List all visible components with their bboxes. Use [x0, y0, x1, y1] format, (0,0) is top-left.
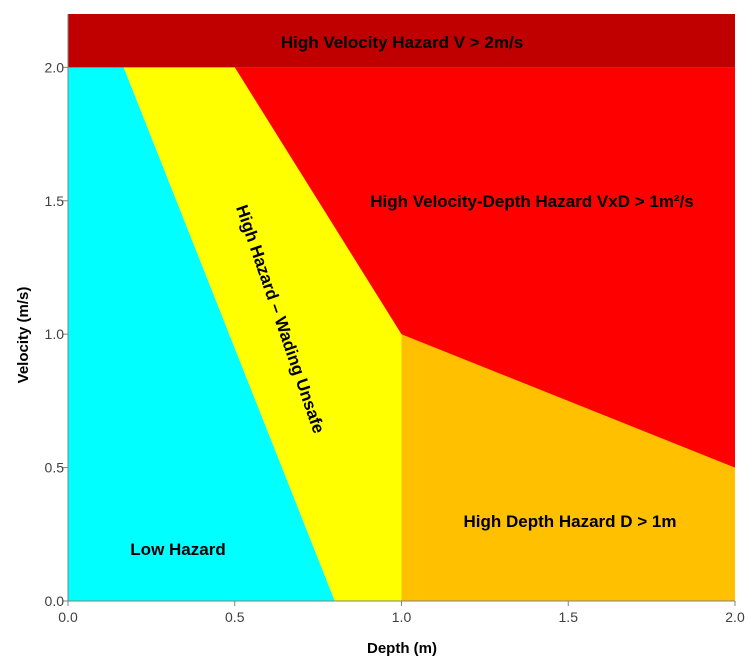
y-tick-label: 0.5 [45, 460, 65, 476]
y-tick-label: 1.5 [45, 193, 65, 209]
x-tick-label: 0.0 [58, 609, 78, 625]
zone-high-velocity-depth-hazard-vxd-1m-s [234, 67, 736, 468]
y-tick-label: 1.0 [45, 326, 65, 342]
zone-label-high-depth-hazard-d-1m: High Depth Hazard D > 1m [463, 512, 676, 531]
zone-high-hazard-wading-unsafe [123, 67, 435, 601]
x-axis-title: Depth (m) [367, 640, 437, 657]
y-axis-title: Velocity (m/s) [15, 287, 32, 384]
zone-label-high-velocity-hazard-v-2m-s: High Velocity Hazard V > 2m/s [281, 33, 523, 52]
x-tick-label: 1.0 [392, 609, 412, 625]
x-tick-label: 1.5 [559, 609, 579, 625]
zone-label-high-velocity-depth-hazard-vxd-1m-s: High Velocity-Depth Hazard VxD > 1m²/s [370, 192, 694, 211]
axes: 0.0 0.5 1.0 1.5 2.0 0.0 0.5 1.0 1.5 2.0 [45, 14, 745, 625]
y-tick-label: 0.0 [45, 593, 65, 609]
y-tick-label: 2.0 [45, 59, 65, 75]
x-tick-label: 0.5 [225, 609, 245, 625]
zone-low-hazard [68, 67, 335, 601]
x-tick-label: 2.0 [725, 609, 745, 625]
plot-area [68, 14, 736, 601]
zone-label-low-hazard: Low Hazard [130, 540, 225, 559]
zone-high-depth-hazard-d-1m [401, 334, 735, 601]
zone-high-velocity-hazard-v-2m-s [68, 14, 735, 68]
